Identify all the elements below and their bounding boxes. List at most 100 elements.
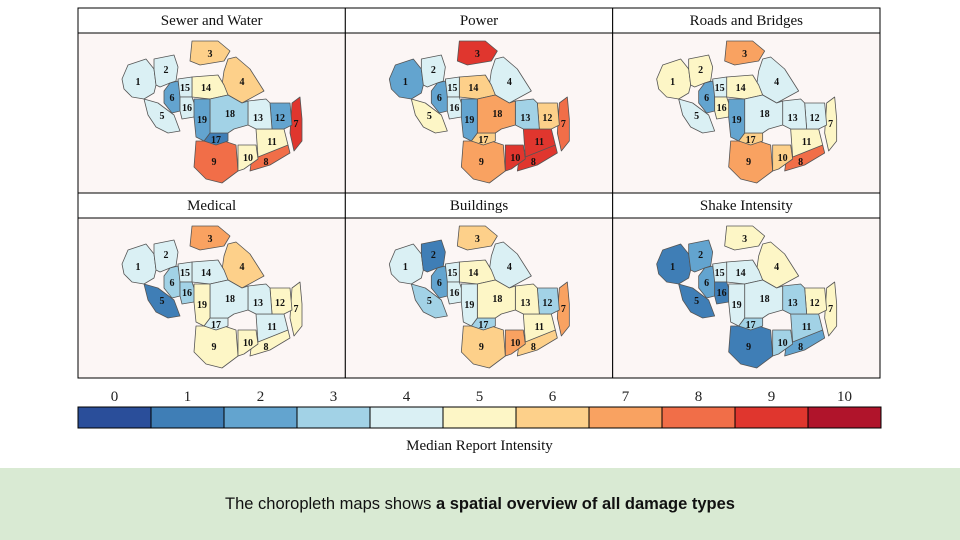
region-label: 8 <box>264 342 269 353</box>
region-10 <box>772 329 794 357</box>
region-label: 13 <box>788 298 798 309</box>
region-19 <box>728 283 746 327</box>
region-7 <box>556 96 570 152</box>
region-label: 1 <box>670 77 675 88</box>
region-label: 16 <box>182 288 192 299</box>
region-3 <box>189 40 231 66</box>
region-label: 7 <box>561 304 566 315</box>
panel-title: Power <box>460 13 498 29</box>
region-label: 17 <box>478 320 488 331</box>
colorbar-swatch <box>77 406 152 429</box>
panel-title: Medical <box>187 198 236 214</box>
region-label: 15 <box>715 268 725 279</box>
region-label: 4 <box>774 77 779 88</box>
region-label: 8 <box>264 157 269 168</box>
region-label: 6 <box>704 278 709 289</box>
region-label: 8 <box>798 157 803 168</box>
region-label: 3 <box>208 234 213 245</box>
region-19 <box>193 98 211 142</box>
region-label: 3 <box>475 234 480 245</box>
region-label: 11 <box>535 322 544 333</box>
colorbar-tick-label: 5 <box>476 389 484 405</box>
region-label: 10 <box>778 153 788 164</box>
region-label: 17 <box>211 135 221 146</box>
region-18 <box>476 94 516 134</box>
colorbar-swatch <box>150 406 225 429</box>
region-label: 10 <box>778 338 788 349</box>
region-label: 4 <box>507 77 512 88</box>
region-label: 14 <box>201 83 211 94</box>
region-label: 4 <box>240 77 245 88</box>
region-label: 3 <box>475 49 480 60</box>
caption-text: The choropleth maps shows a spatial over… <box>225 495 735 514</box>
region-18 <box>209 279 249 319</box>
region-label: 14 <box>468 83 478 94</box>
region-label: 16 <box>717 288 727 299</box>
region-label: 7 <box>828 304 833 315</box>
colorbar-tick-label: 6 <box>549 389 557 405</box>
region-label: 13 <box>520 113 530 124</box>
region-label: 1 <box>670 262 675 273</box>
region-label: 1 <box>136 77 141 88</box>
region-5 <box>143 283 181 319</box>
region-5 <box>410 98 448 134</box>
region-label: 4 <box>240 262 245 273</box>
region-label: 15 <box>180 268 190 279</box>
region-label: 3 <box>208 49 213 60</box>
region-18 <box>744 94 784 134</box>
panel-title-box <box>612 7 881 34</box>
panel-title: Buildings <box>450 198 509 214</box>
colorbar-swatch <box>661 406 736 429</box>
region-label: 3 <box>742 49 747 60</box>
region-label: 11 <box>535 137 544 148</box>
region-label: 12 <box>810 298 820 309</box>
region-19 <box>193 283 211 327</box>
colorbar-tick-label: 8 <box>695 389 703 405</box>
region-18 <box>476 279 516 319</box>
panel-title-box <box>344 192 614 219</box>
region-label: 6 <box>170 278 175 289</box>
region-label: 12 <box>810 113 820 124</box>
region-label: 5 <box>427 296 432 307</box>
region-label: 2 <box>431 250 436 261</box>
region-label: 13 <box>788 113 798 124</box>
region-label: 17 <box>211 320 221 331</box>
region-label: 19 <box>464 300 474 311</box>
region-label: 19 <box>197 115 207 126</box>
region-3 <box>456 40 498 66</box>
region-label: 6 <box>437 93 442 104</box>
colorbar-swatch <box>588 406 663 429</box>
region-label: 13 <box>253 113 263 124</box>
region-label: 2 <box>698 250 703 261</box>
region-label: 11 <box>267 322 276 333</box>
region-19 <box>460 283 478 327</box>
colorbar-tick-label: 7 <box>622 389 630 405</box>
region-label: 19 <box>197 300 207 311</box>
region-label: 9 <box>212 342 217 353</box>
region-1 <box>656 58 692 100</box>
region-7 <box>289 281 303 337</box>
region-5 <box>143 98 181 134</box>
region-label: 15 <box>447 268 457 279</box>
region-18 <box>209 94 249 134</box>
region-label: 5 <box>427 111 432 122</box>
region-label: 16 <box>717 103 727 114</box>
colorbar-tick-label: 10 <box>837 389 852 405</box>
region-label: 9 <box>212 157 217 168</box>
region-label: 18 <box>492 294 502 305</box>
colorbar-swatch <box>515 406 590 429</box>
caption-emphasis: a spatial overview of all damage types <box>435 494 735 513</box>
panel-title: Sewer and Water <box>161 13 263 29</box>
region-7 <box>824 281 838 337</box>
region-label: 14 <box>468 268 478 279</box>
region-label: 19 <box>732 300 742 311</box>
region-label: 7 <box>294 304 299 315</box>
region-label: 6 <box>437 278 442 289</box>
region-10 <box>504 329 526 357</box>
region-label: 16 <box>449 288 459 299</box>
region-10 <box>237 144 259 172</box>
